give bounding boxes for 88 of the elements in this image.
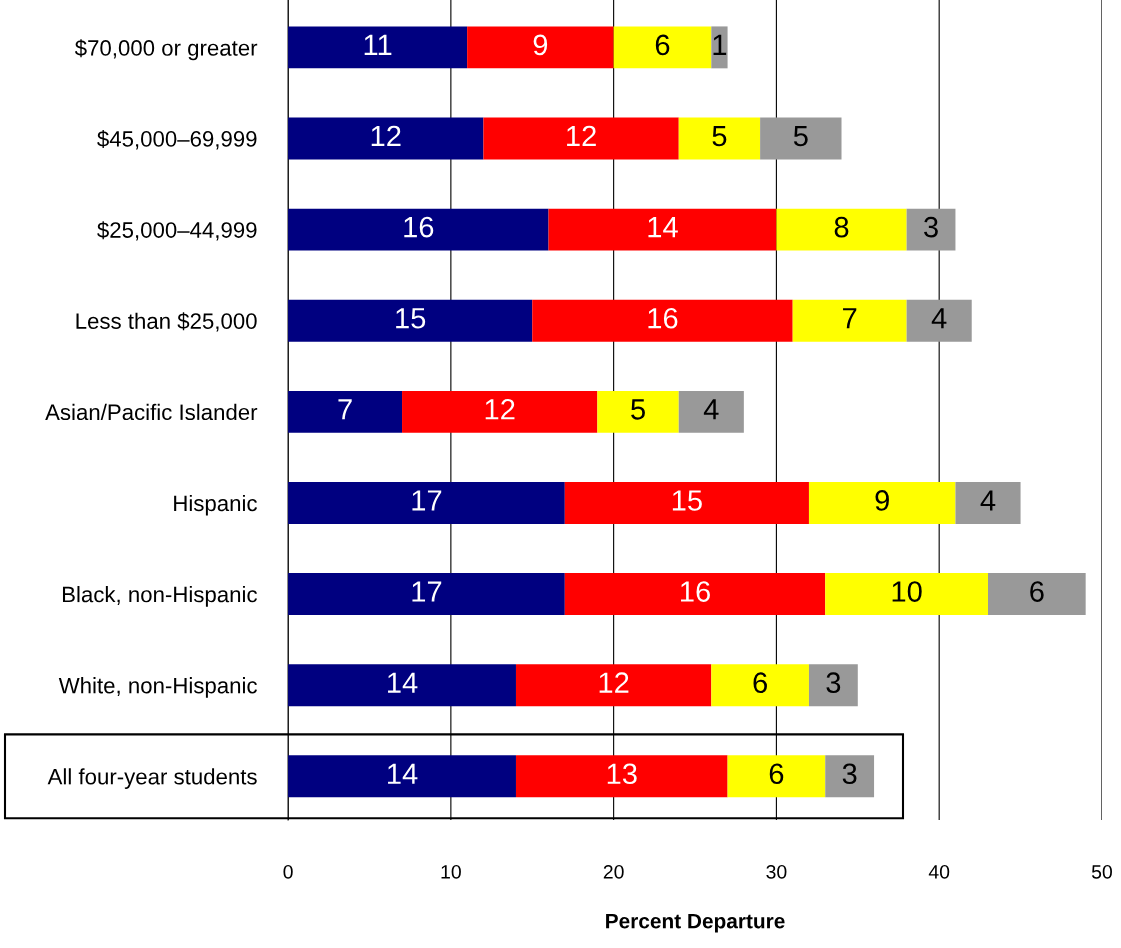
data-label: 9 bbox=[533, 34, 548, 56]
y-tick-label: Asian/Pacific Islander bbox=[45, 403, 258, 421]
bar bbox=[288, 390, 403, 433]
data-label: 12 bbox=[371, 125, 401, 147]
y-tick-label: White, non-Hispanic bbox=[58, 677, 257, 698]
data-label: 12 bbox=[599, 672, 629, 693]
bar bbox=[727, 755, 826, 798]
data-label: 1 bbox=[713, 34, 727, 55]
data-label: 14 bbox=[388, 672, 418, 693]
bar bbox=[515, 755, 728, 798]
data-label: 5 bbox=[712, 125, 727, 147]
data-label: 15 bbox=[396, 308, 426, 329]
data-label: 14 bbox=[388, 763, 418, 784]
data-label: 6 bbox=[753, 672, 767, 693]
bar bbox=[955, 481, 1021, 524]
bar bbox=[288, 573, 565, 616]
data-label: 12 bbox=[485, 399, 515, 420]
bar bbox=[825, 755, 875, 798]
y-tick-label: All four-year students bbox=[47, 768, 257, 789]
data-label: 12 bbox=[567, 125, 596, 147]
bar bbox=[532, 299, 793, 342]
bar bbox=[288, 26, 468, 69]
y-tick-label: $25,000–44,999 bbox=[97, 221, 257, 241]
data-label: 3 bbox=[826, 672, 841, 693]
bar bbox=[288, 481, 565, 524]
bar bbox=[825, 573, 988, 616]
bar bbox=[483, 117, 679, 160]
bar bbox=[288, 208, 549, 251]
bar bbox=[906, 299, 972, 342]
y-tick-label: Hispanic bbox=[174, 494, 257, 516]
bar bbox=[613, 26, 712, 69]
data-label: 3 bbox=[842, 763, 857, 785]
bar bbox=[678, 117, 761, 160]
data-label: 16 bbox=[681, 581, 710, 602]
bar bbox=[548, 208, 777, 251]
y-tick-label: Less than $25,000 bbox=[76, 312, 257, 332]
data-label: 3 bbox=[924, 216, 938, 238]
bar bbox=[808, 481, 956, 524]
bar bbox=[776, 208, 907, 251]
data-label: 17 bbox=[412, 581, 442, 602]
y-tick-label: Black, non-Hispanic bbox=[62, 586, 257, 607]
bar bbox=[597, 390, 679, 433]
data-label: 5 bbox=[631, 399, 645, 420]
bar bbox=[564, 573, 826, 616]
data-label: 13 bbox=[607, 763, 637, 785]
data-label: 14 bbox=[648, 217, 678, 238]
data-label: 4 bbox=[703, 399, 719, 420]
bar bbox=[678, 390, 744, 433]
data-label: 8 bbox=[834, 216, 849, 238]
data-label: 16 bbox=[404, 216, 434, 238]
x-tick-label: 0 bbox=[283, 864, 293, 879]
bar bbox=[288, 299, 533, 342]
data-label: 9 bbox=[875, 490, 889, 511]
bar bbox=[402, 390, 598, 433]
data-label: 4 bbox=[931, 308, 947, 329]
data-label: 6 bbox=[1030, 581, 1044, 602]
data-label: 6 bbox=[769, 763, 784, 785]
bar bbox=[515, 664, 712, 707]
bar bbox=[988, 573, 1086, 616]
x-tick-label: 10 bbox=[441, 864, 461, 879]
bar bbox=[906, 208, 956, 251]
data-label: 5 bbox=[793, 125, 808, 147]
bar bbox=[808, 664, 858, 707]
data-label: 16 bbox=[648, 307, 678, 329]
bar bbox=[792, 299, 907, 342]
bar bbox=[288, 117, 484, 160]
data-label: 7 bbox=[843, 308, 857, 329]
x-tick-label: 20 bbox=[603, 864, 624, 879]
x-tick-label: 30 bbox=[766, 864, 787, 879]
y-tick-label: $45,000–69,999 bbox=[97, 130, 257, 150]
x-tick-label: 50 bbox=[1091, 864, 1112, 879]
bar bbox=[564, 481, 809, 524]
bar bbox=[288, 755, 516, 798]
x-axis-title: Percent Departure bbox=[606, 913, 785, 933]
data-label: 4 bbox=[980, 490, 996, 511]
bar bbox=[467, 26, 614, 69]
data-label: 7 bbox=[338, 399, 352, 420]
bar bbox=[760, 117, 842, 160]
y-tick-label: $70,000 or greater bbox=[74, 39, 258, 61]
data-label: 17 bbox=[412, 490, 442, 511]
data-label: 10 bbox=[892, 581, 922, 602]
bar bbox=[288, 664, 516, 707]
bar bbox=[711, 664, 809, 707]
data-label: 15 bbox=[672, 490, 702, 511]
bar bbox=[711, 26, 728, 69]
x-tick-label: 40 bbox=[928, 864, 950, 879]
data-label: 6 bbox=[655, 34, 670, 56]
data-label: 11 bbox=[364, 34, 392, 55]
